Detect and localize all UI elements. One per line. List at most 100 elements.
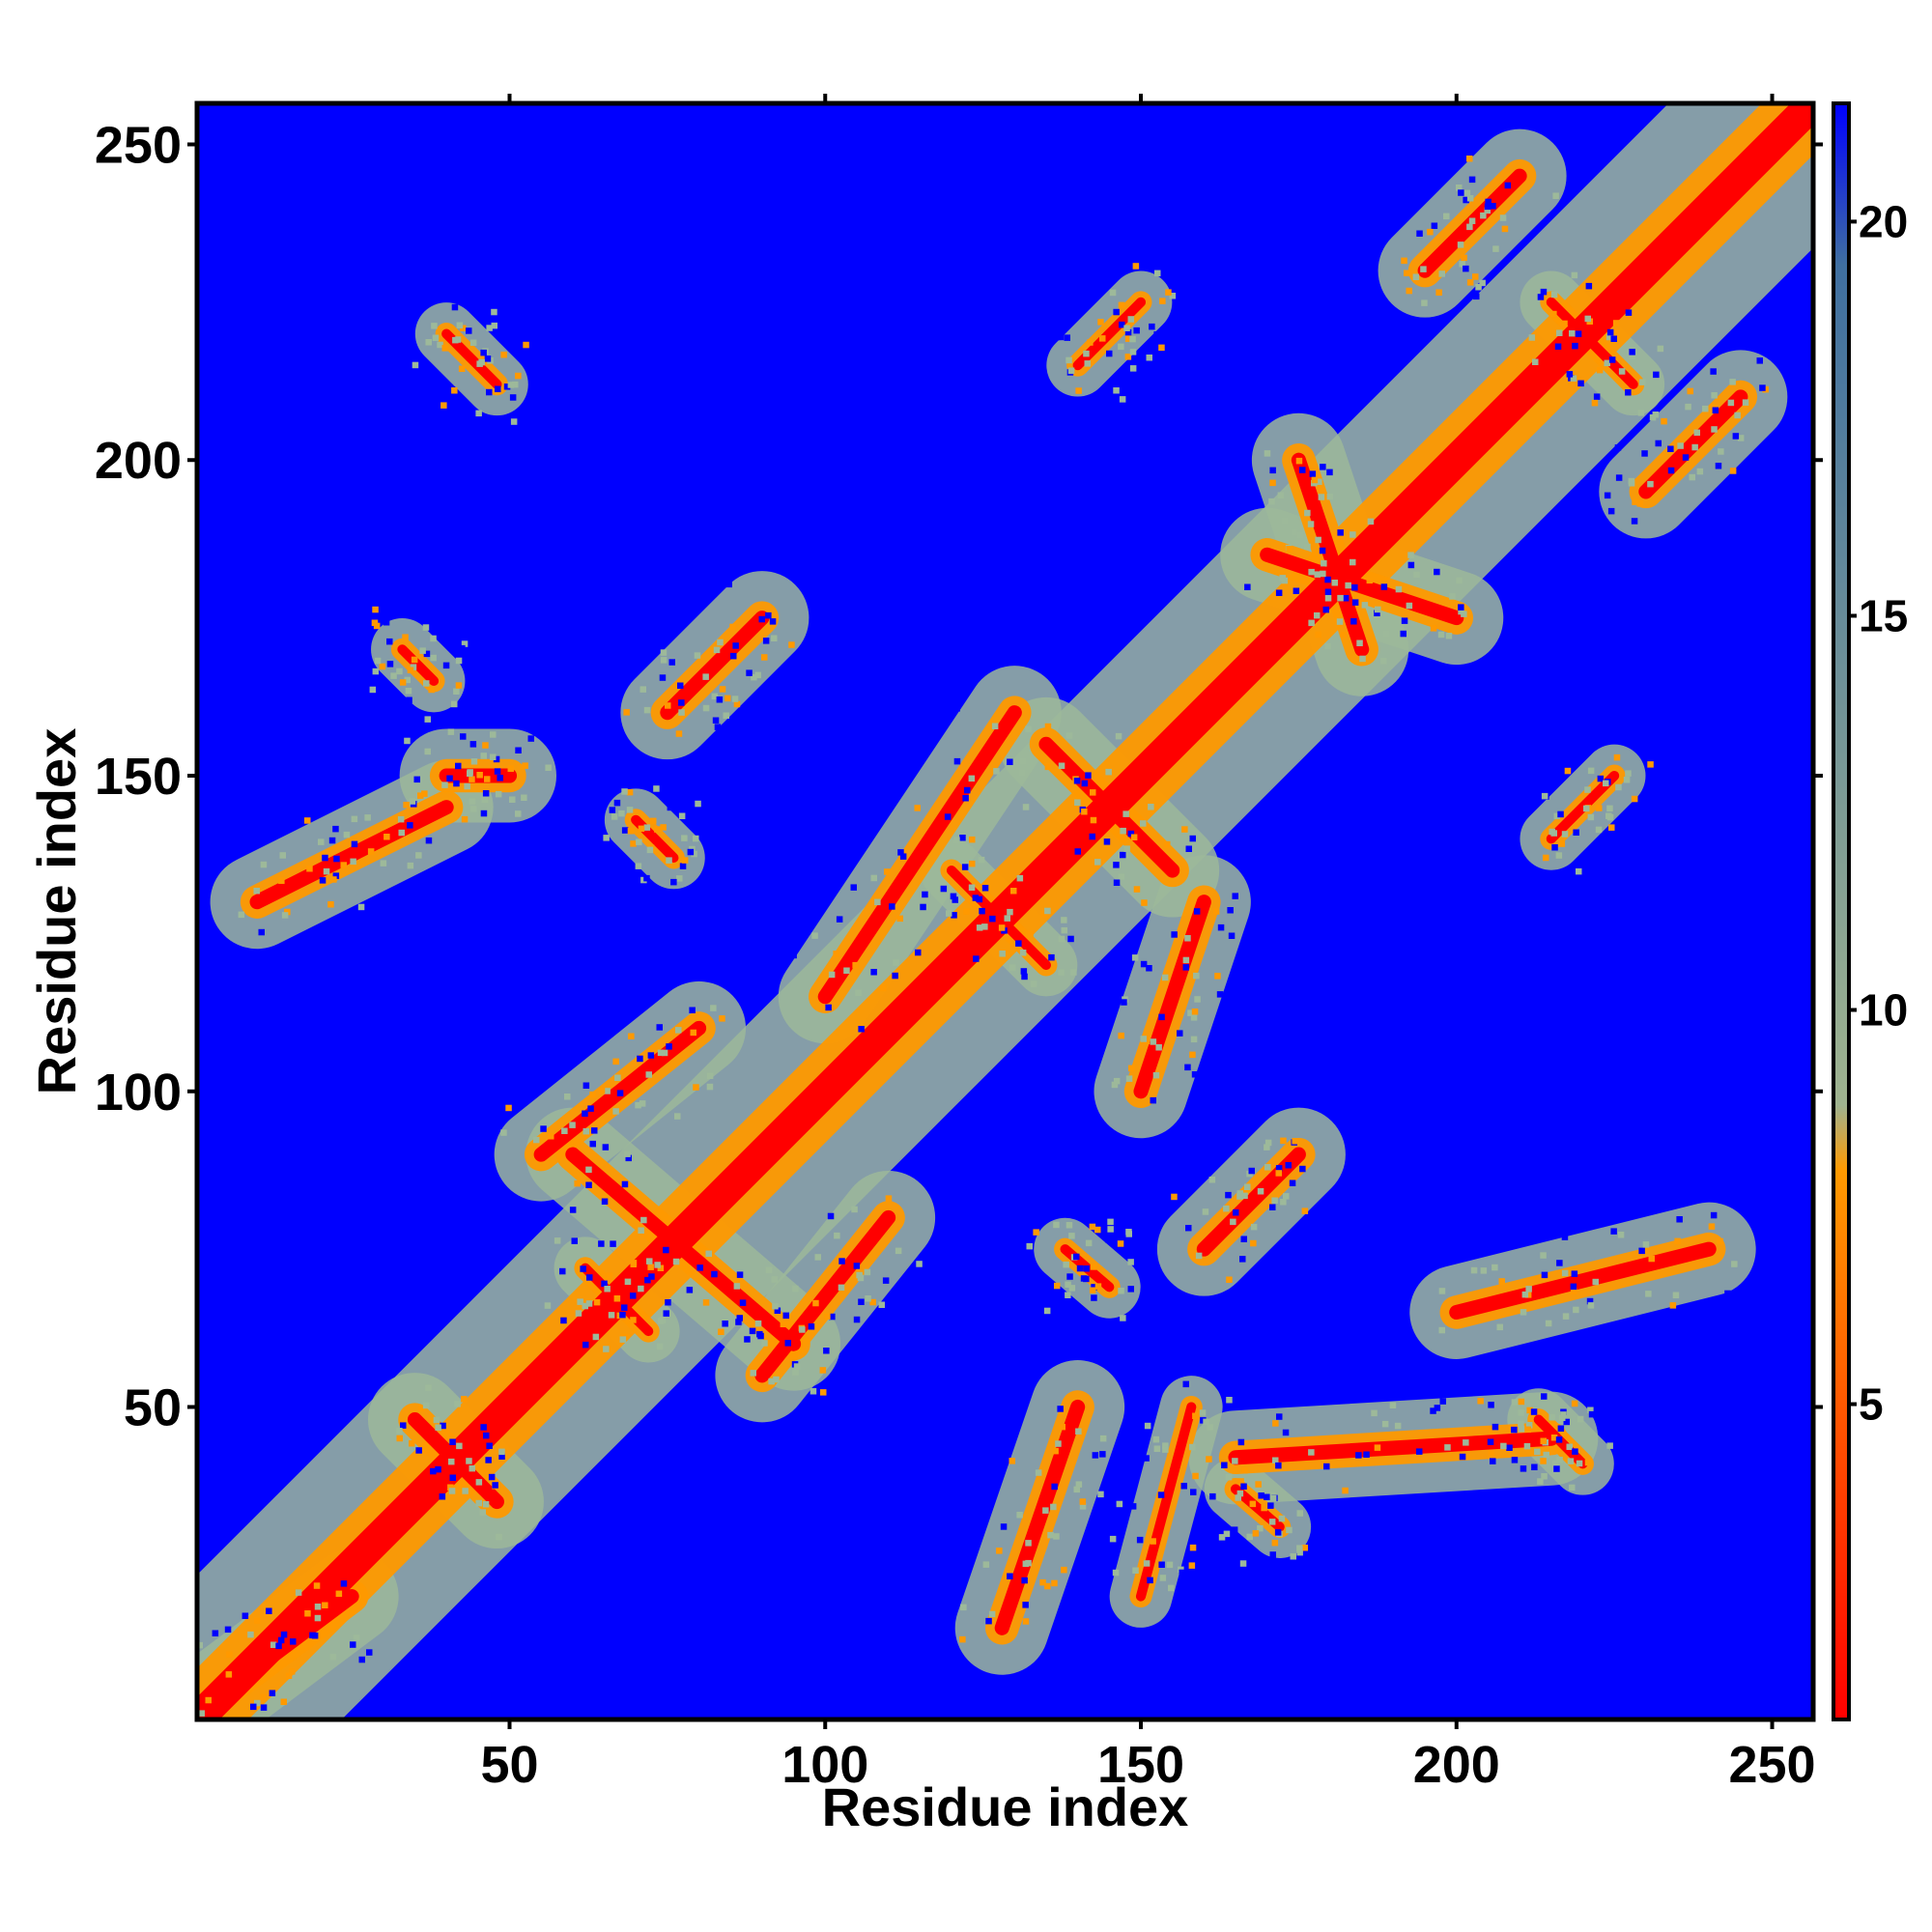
heatmap-cell (843, 967, 850, 974)
heatmap-cell (1113, 862, 1120, 868)
heatmap-cell (716, 696, 724, 703)
heatmap-cell (1672, 1292, 1680, 1298)
heatmap-cell (1734, 412, 1741, 419)
heatmap-cell (1158, 1013, 1165, 1021)
heatmap-cell (480, 810, 488, 817)
heatmap-cell (1236, 1138, 1242, 1146)
heatmap-cell (1025, 725, 1032, 733)
heatmap-cell (358, 1656, 365, 1663)
heatmap-cell (1645, 1291, 1652, 1297)
heatmap-cell (1350, 618, 1357, 625)
heatmap-cell (1636, 500, 1643, 507)
heatmap-cell (1061, 1566, 1067, 1574)
heatmap-cell (612, 1058, 619, 1065)
heatmap-cell (1239, 1560, 1247, 1567)
heatmap-cell (1572, 342, 1578, 350)
heatmap-cell (946, 910, 952, 917)
heatmap-cell (454, 1401, 461, 1407)
heatmap-cell (333, 855, 340, 863)
heatmap-cell (618, 810, 625, 817)
heatmap-cell (694, 652, 701, 659)
heatmap-cell (1107, 1226, 1114, 1233)
heatmap-cell (1162, 1442, 1169, 1449)
heatmap-cell (601, 1198, 609, 1205)
heatmap-cell (1044, 763, 1052, 771)
heatmap-cell (1308, 568, 1315, 576)
heatmap-cell (1015, 940, 1022, 947)
contact-core-segment (660, 611, 770, 721)
heatmap-cell (1421, 299, 1428, 306)
heatmap-cell (667, 804, 674, 811)
y-tick-label: 150 (95, 748, 182, 806)
heatmap-cell (582, 1082, 590, 1089)
heatmap-cell (1080, 1275, 1088, 1282)
heatmap-cell (750, 1370, 756, 1377)
heatmap-cell (1556, 1457, 1563, 1463)
heatmap-cell (733, 1283, 741, 1290)
heatmap-cell (1035, 1469, 1042, 1476)
heatmap-cell (1089, 1287, 1096, 1293)
heatmap-cell (1518, 1409, 1524, 1416)
heatmap-cell (306, 866, 313, 872)
heatmap-cell (396, 668, 403, 675)
heatmap-cell (1350, 558, 1356, 566)
heatmap-cell (1248, 1167, 1255, 1175)
heatmap-cell (1280, 1199, 1287, 1206)
heatmap-cell (1158, 1561, 1165, 1568)
heatmap-cell (653, 785, 660, 792)
heatmap-cell (690, 1029, 696, 1037)
heatmap-cell (1511, 1426, 1518, 1434)
heatmap-cell (713, 646, 721, 654)
heatmap-cell (960, 1604, 967, 1611)
heatmap-cell (1443, 213, 1450, 220)
heatmap-cell (280, 1698, 287, 1705)
heatmap-cell (364, 814, 371, 821)
contact-core-segment (1449, 1241, 1717, 1321)
heatmap-cell (1231, 1526, 1238, 1533)
heatmap-cell (1307, 521, 1315, 527)
heatmap-cell (1269, 1494, 1277, 1502)
heatmap-cell (332, 825, 339, 833)
heatmap-cell (1061, 926, 1067, 934)
heatmap-cell (1572, 1448, 1578, 1455)
heatmap-cell (406, 696, 412, 703)
heatmap-cell (674, 1113, 681, 1120)
heatmap-cell (415, 852, 422, 859)
heatmap-cell (1158, 344, 1165, 352)
heatmap-cell (1143, 1455, 1150, 1462)
heatmap-cell (1531, 1463, 1538, 1470)
heatmap-cell (1593, 393, 1601, 400)
heatmap-cell (792, 1285, 799, 1293)
heatmap-cell (548, 1133, 554, 1140)
heatmap-cell (1525, 1286, 1532, 1293)
heatmap-cell (592, 1333, 600, 1341)
heatmap-cell (1518, 1420, 1524, 1428)
heatmap-cell (1576, 867, 1582, 875)
heatmap-cell (1187, 1009, 1194, 1016)
heatmap-cell (884, 868, 891, 875)
heatmap-cell (730, 652, 737, 660)
heatmap-cell (1277, 492, 1285, 498)
heatmap-cell (765, 611, 772, 619)
heatmap-cell (1638, 1247, 1645, 1255)
heatmap-cell (1374, 1444, 1381, 1451)
heatmap-cell (1053, 333, 1061, 341)
heatmap-cell (1562, 1313, 1570, 1320)
heatmap-cell (812, 1299, 819, 1307)
heatmap-cell (1571, 1400, 1578, 1407)
heatmap-cell (1094, 1514, 1100, 1521)
heatmap-cell (435, 1465, 441, 1473)
heatmap-cell (640, 1216, 647, 1224)
y-tick-label: 50 (124, 1379, 182, 1437)
heatmap-cell (1171, 931, 1178, 938)
heatmap-cell (466, 327, 472, 334)
heatmap-cell (1676, 1216, 1683, 1223)
heatmap-cell (1278, 1515, 1286, 1522)
heatmap-cell (409, 1440, 415, 1447)
heatmap-cell (1301, 1208, 1309, 1214)
heatmap-cell (1047, 1531, 1054, 1539)
heatmap-cell (313, 1582, 321, 1589)
heatmap-cell (1065, 356, 1072, 364)
heatmap-cell (864, 1268, 871, 1276)
heatmap-cell (702, 1299, 710, 1306)
